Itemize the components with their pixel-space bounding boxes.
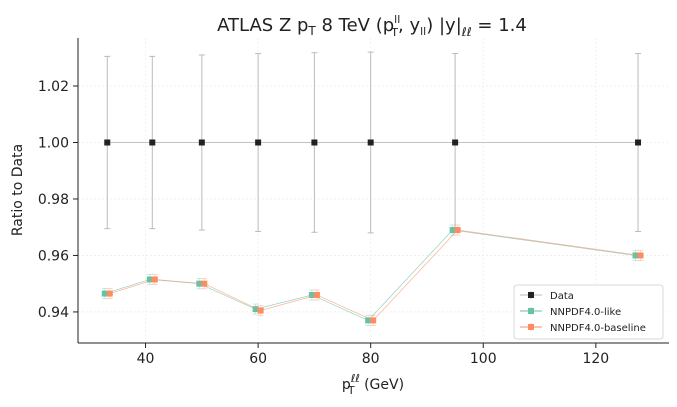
legend-item-nnpdf4-0-baseline: NNPDF4.0-baseline	[520, 323, 646, 334]
x-axis-label: pℓℓ T (GeV)	[342, 372, 404, 397]
y-axis-label: Ratio to Data	[10, 144, 26, 236]
data-point	[146, 276, 153, 283]
x-tick-label: 80	[362, 351, 380, 367]
data-point	[365, 317, 372, 324]
data-point	[308, 291, 315, 298]
data-point	[151, 276, 158, 283]
data-point	[632, 252, 639, 259]
series-line	[104, 229, 636, 321]
series-data	[104, 51, 642, 234]
data-point	[449, 227, 456, 234]
data-point	[367, 139, 374, 146]
data-point	[196, 280, 203, 287]
y-tick-label: 1.00	[38, 135, 69, 151]
legend-label: NNPDF4.0-like	[550, 307, 621, 318]
chart-title: ATLAS Z pT 8 TeV (pll T, yll) |y|ℓℓ = 1.4	[217, 13, 527, 39]
y-ticks: 0.94 0.96 0.98 1.00 1.02	[38, 79, 78, 321]
legend-label: Data	[550, 291, 574, 302]
data-point	[101, 290, 108, 297]
data-point	[104, 139, 111, 146]
series-line	[109, 229, 641, 321]
y-tick-label: 0.96	[38, 248, 69, 264]
data-point	[637, 252, 644, 259]
legend-marker	[528, 292, 534, 298]
data-point	[454, 227, 461, 234]
y-tick-label: 0.94	[38, 305, 69, 321]
data-point	[313, 291, 320, 298]
y-tick-label: 1.02	[38, 79, 69, 95]
series-nnpdf4-0-baseline	[106, 224, 644, 326]
data-point	[257, 307, 264, 314]
legend-label: NNPDF4.0-baseline	[550, 323, 646, 334]
series-layer	[101, 51, 644, 326]
data-point	[201, 280, 208, 287]
data-point	[149, 139, 156, 146]
legend: Data NNPDF4.0-like NNPDF4.0-baseline	[513, 284, 664, 340]
x-tick-label: 120	[582, 351, 609, 367]
x-ticks: 40 60 80 100 120	[137, 343, 609, 367]
data-point	[452, 139, 459, 146]
data-point	[311, 139, 318, 146]
y-tick-label: 0.98	[38, 192, 69, 208]
data-point	[255, 139, 262, 146]
data-point	[106, 290, 113, 297]
x-tick-label: 100	[470, 351, 497, 367]
x-tick-label: 60	[249, 351, 267, 367]
legend-marker	[528, 308, 534, 314]
x-tick-label: 40	[137, 351, 155, 367]
legend-item-data: Data	[520, 291, 574, 302]
data-point	[635, 139, 642, 146]
legend-item-nnpdf4-0-like: NNPDF4.0-like	[520, 307, 621, 318]
series-nnpdf4-0-like	[101, 224, 639, 326]
legend-marker	[528, 324, 534, 330]
data-point	[252, 306, 259, 313]
data-point	[370, 317, 377, 324]
data-point	[198, 139, 205, 146]
legend-frame	[513, 284, 664, 340]
